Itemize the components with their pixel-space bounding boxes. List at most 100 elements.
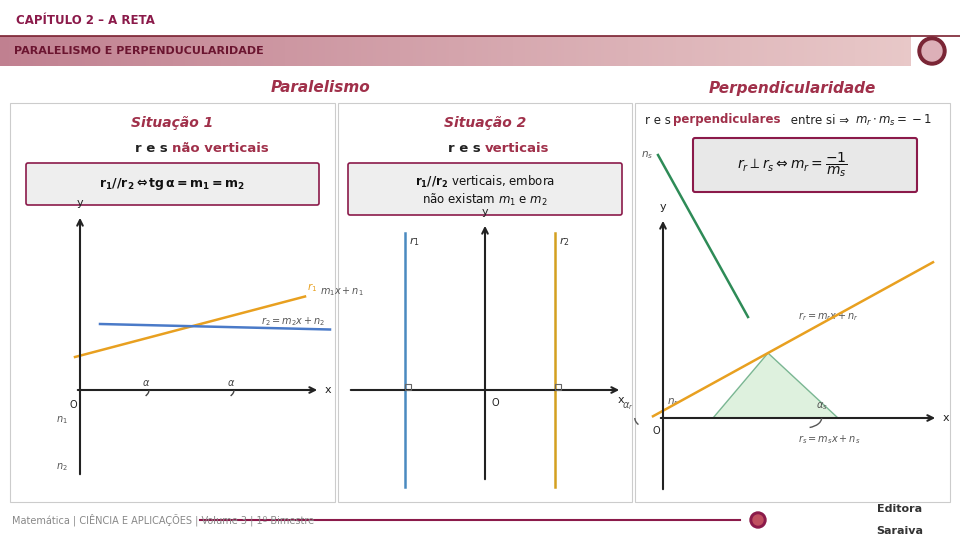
Bar [816, 36, 820, 66]
Bar [562, 36, 565, 66]
Bar [152, 36, 156, 66]
Bar [683, 36, 686, 66]
Bar [434, 36, 438, 66]
Bar [348, 36, 353, 66]
Bar [397, 36, 401, 66]
Text: y: y [660, 202, 666, 212]
Bar [458, 36, 462, 66]
Bar [479, 36, 483, 66]
Bar [810, 36, 814, 66]
Bar [486, 36, 490, 66]
Bar [136, 36, 140, 66]
Bar [291, 36, 296, 66]
Bar [831, 36, 835, 66]
Bar [146, 36, 150, 66]
Circle shape [918, 37, 946, 65]
Bar [445, 36, 450, 66]
Bar [792, 36, 796, 66]
Bar [576, 36, 581, 66]
Bar [889, 36, 893, 66]
Bar [734, 36, 738, 66]
Bar [564, 36, 568, 66]
Text: $r_1$: $r_1$ [409, 235, 420, 248]
Bar [537, 36, 540, 66]
Bar [516, 36, 519, 66]
Bar [892, 36, 896, 66]
Text: Paralelismo: Paralelismo [271, 80, 371, 96]
Bar [452, 36, 456, 66]
Bar [497, 36, 501, 66]
Bar [649, 36, 653, 66]
Bar [0, 36, 4, 66]
Bar [740, 36, 744, 66]
Bar [340, 36, 344, 66]
Bar [21, 36, 25, 66]
Bar [12, 36, 16, 66]
Bar [70, 36, 74, 66]
Bar [567, 36, 571, 66]
Bar [306, 36, 310, 66]
Bar [655, 36, 660, 66]
Text: y: y [482, 207, 489, 217]
Polygon shape [713, 353, 838, 418]
Bar [240, 36, 244, 66]
Bar [667, 36, 671, 66]
Bar [36, 36, 40, 66]
Bar [431, 36, 435, 66]
Text: não verticais: não verticais [173, 141, 269, 154]
Text: verticais: verticais [485, 141, 549, 154]
Text: $n_r$: $n_r$ [667, 396, 679, 408]
Bar [228, 36, 231, 66]
Text: PARALELISMO E PERPENDUCULARIDADE: PARALELISMO E PERPENDUCULARIDADE [14, 46, 264, 56]
Text: $n_2$: $n_2$ [57, 461, 68, 473]
Bar [634, 36, 638, 66]
Bar [58, 36, 61, 66]
Bar [3, 36, 7, 66]
Text: $r_s = m_s x + n_s$: $r_s = m_s x + n_s$ [798, 433, 860, 446]
Bar [267, 36, 271, 66]
Bar [437, 36, 441, 66]
Bar [131, 36, 134, 66]
Bar [173, 36, 177, 66]
Bar [688, 36, 692, 66]
Bar [382, 36, 386, 66]
Bar [861, 36, 866, 66]
Bar [249, 36, 252, 66]
Text: r e s: r e s [447, 141, 485, 154]
Bar [728, 36, 732, 66]
Text: x: x [325, 385, 331, 395]
Bar [264, 36, 268, 66]
Bar [252, 36, 255, 66]
Bar [573, 36, 577, 66]
Bar [507, 36, 511, 66]
Bar [330, 36, 335, 66]
Bar [677, 36, 681, 66]
Bar [534, 36, 538, 66]
Bar [525, 36, 529, 66]
Bar [440, 36, 444, 66]
Bar [555, 384, 561, 390]
Bar [10, 103, 335, 502]
Bar [731, 36, 735, 66]
Bar [670, 36, 674, 66]
Bar [258, 36, 262, 66]
Bar [167, 36, 171, 66]
Bar [312, 36, 317, 66]
Bar [385, 36, 389, 66]
Bar [709, 36, 714, 66]
Bar [45, 36, 50, 66]
Bar [288, 36, 292, 66]
Bar [580, 36, 584, 66]
Bar [822, 36, 826, 66]
Bar [622, 36, 626, 66]
Bar [680, 36, 684, 66]
Bar [900, 36, 905, 66]
Bar [583, 36, 587, 66]
Bar [121, 36, 126, 66]
Text: Situação 2: Situação 2 [444, 116, 526, 130]
Bar [543, 36, 547, 66]
Bar [155, 36, 158, 66]
Bar [716, 36, 720, 66]
Bar [201, 36, 204, 66]
Bar [531, 36, 535, 66]
